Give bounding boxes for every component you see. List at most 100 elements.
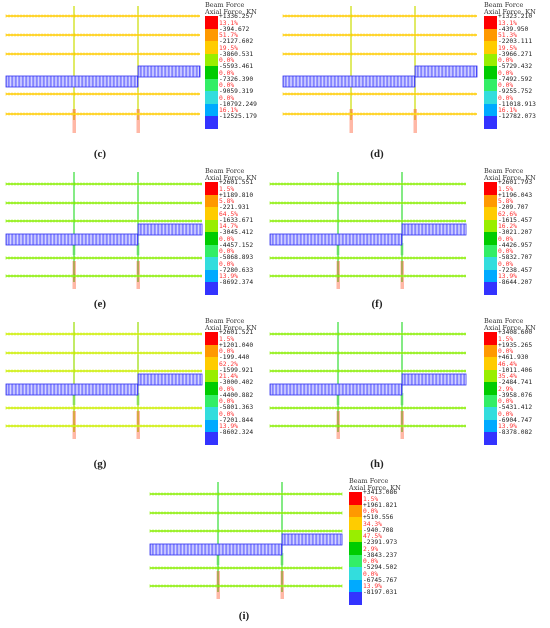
legend-percent: 16.1%: [498, 107, 517, 114]
legend-value: +1935.265: [498, 341, 533, 349]
legend-swatch: [205, 244, 218, 257]
panel-i: Beam Force Axial Force, KN +3413.086 1.5% +1…: [149, 478, 420, 628]
legend-subtitle: Axial Force, KN: [349, 484, 401, 492]
legend-percent: 0.0%: [498, 248, 514, 255]
beam-5: [282, 92, 477, 96]
legend-swatch: [205, 53, 218, 66]
beam-5: [5, 406, 202, 410]
legend-value: -5801.363: [219, 404, 254, 411]
beam-3: [5, 369, 202, 373]
legend-percent: 62.2%: [219, 360, 238, 368]
legend-swatch: [205, 419, 218, 432]
legend-swatch: [484, 78, 497, 91]
legend-value: -940.708: [363, 526, 394, 534]
legend-percent: 0.0%: [219, 398, 235, 405]
legend-percent: 16.2%: [498, 223, 517, 230]
legend-percent: 13.1%: [498, 19, 517, 27]
legend-value: -6745.767: [363, 576, 398, 584]
beam-3: [269, 219, 466, 223]
legend-percent: 0.0%: [498, 348, 514, 355]
legend-value: -5431.412: [498, 404, 533, 411]
legend-value: -8378.082: [498, 429, 533, 436]
legend-value: +1336.257: [219, 13, 254, 20]
legend-swatch: [484, 66, 497, 79]
legend-swatch: [484, 103, 497, 116]
legend-value: +1201.040: [219, 341, 254, 349]
legend-value: +461.930: [498, 354, 529, 361]
beam-5: [149, 566, 343, 570]
legend-swatch: [349, 517, 362, 530]
legend-swatch: [349, 529, 362, 542]
color-legend: Beam Force Axial Force, KN +1336.257 13.1% -…: [205, 2, 275, 132]
legend-percent: 0.0%: [219, 260, 235, 268]
legend-swatch: [484, 194, 497, 207]
legend-value: -5868.893: [219, 254, 254, 261]
legend-swatch: [484, 116, 497, 129]
legend-value: -7238.457: [498, 266, 533, 274]
legend-swatch: [349, 492, 362, 505]
legend-swatch: [484, 232, 497, 245]
legend-percent: 0.0%: [219, 94, 235, 102]
beam-6: [269, 424, 466, 428]
legend-subtitle: Axial Force, KN: [205, 324, 257, 332]
panel-caption: (d): [370, 148, 384, 160]
legend-value: -3021.207: [498, 229, 533, 236]
color-legend: Beam Force Axial Force, KN +2601.793 1.5% +1…: [484, 168, 550, 298]
beam-2: [5, 33, 200, 37]
legend-percent: 47.5%: [363, 533, 382, 540]
legend-percent: 13.9%: [219, 273, 238, 280]
legend-value: -439.950: [498, 25, 529, 33]
legend-swatch: [484, 182, 497, 195]
legend-value: -8602.324: [219, 429, 254, 436]
legend-percent: 13.9%: [498, 273, 517, 280]
column-1: [72, 322, 76, 439]
legend-percent: 14.7%: [219, 223, 238, 230]
legend-value: -3958.076: [498, 391, 533, 399]
legend-percent: 0.0%: [219, 348, 235, 355]
beam-1: [5, 14, 200, 18]
column-1: [72, 6, 76, 133]
legend-percent: 2.9%: [363, 545, 379, 553]
legend-value: -7280.633: [219, 266, 254, 274]
legend-title: Beam Force: [484, 167, 524, 175]
legend-value: -209.707: [498, 204, 529, 211]
legend-value: -11018.913: [498, 100, 536, 108]
legend-value: -221.931: [219, 204, 250, 211]
legend-percent: 19.5%: [498, 44, 517, 52]
compressed-beam: [149, 533, 343, 556]
legend-value: -6904.747: [498, 416, 533, 424]
legend-swatch: [484, 219, 497, 232]
legend-percent: 0.0%: [219, 57, 235, 64]
legend-percent: 51.7%: [219, 32, 238, 39]
legend-value: -5832.707: [498, 254, 533, 261]
legend-swatch: [484, 91, 497, 104]
frame-diagram: [269, 322, 467, 439]
legend-swatch: [349, 579, 362, 592]
legend-swatch: [484, 432, 497, 445]
beam-5: [269, 406, 466, 410]
legend-percent: 13.9%: [219, 423, 238, 430]
legend-value: -2484.741: [498, 379, 533, 386]
color-legend: Beam Force Axial Force, KN +3408.600 1.5% +1…: [484, 318, 550, 448]
legend-title: Beam Force: [205, 317, 245, 325]
legend-value: -8692.374: [219, 279, 254, 286]
legend-swatch: [205, 432, 218, 445]
color-legend: Beam Force Axial Force, KN +3413.086 1.5% +1…: [349, 478, 419, 608]
legend-percent: 0.0%: [498, 69, 514, 77]
legend-value: -9255.752: [498, 88, 533, 95]
legend-value: +3408.600: [498, 329, 533, 336]
column-1: [349, 6, 353, 133]
legend-percent: 1.5%: [498, 335, 514, 343]
legend-percent: 0.0%: [498, 235, 514, 243]
frame-diagram: [149, 482, 343, 599]
compressed-beam: [282, 65, 478, 88]
legend-percent: 34.3%: [363, 520, 382, 528]
panel-caption: (i): [238, 610, 250, 622]
legend-title: Beam Force: [349, 477, 389, 485]
panel-caption: (g): [93, 458, 107, 470]
legend-percent: 0.0%: [363, 508, 379, 515]
legend-value: +3413.086: [363, 489, 398, 496]
legend-swatch: [484, 282, 497, 295]
legend-swatch: [205, 91, 218, 104]
column-1: [336, 322, 340, 439]
